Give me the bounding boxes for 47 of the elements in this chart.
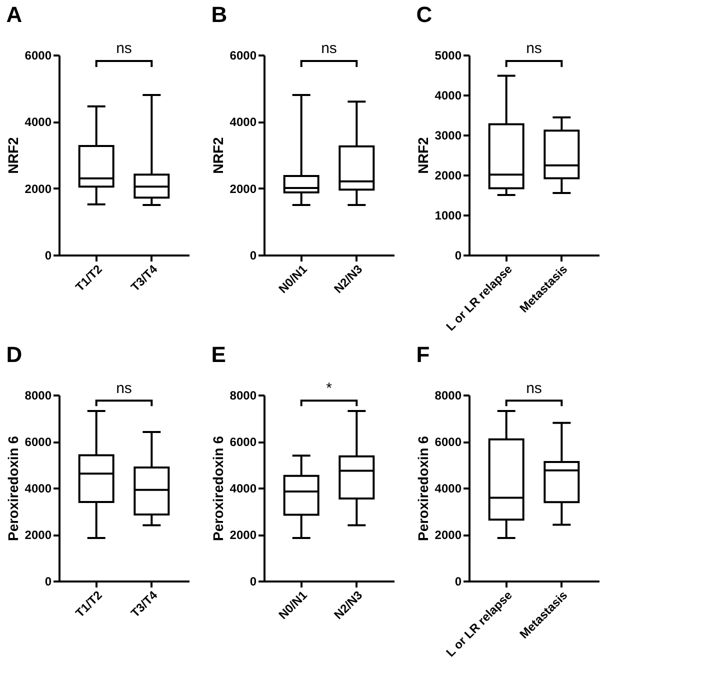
y-axis-title: Peroxiredoxin 6 <box>414 436 431 542</box>
y-tick-label: 2000 <box>230 182 257 196</box>
y-tick-label: 0 <box>454 574 462 588</box>
y-tick-label: 6000 <box>230 435 257 449</box>
annotation: * <box>326 380 332 397</box>
y-tick-label: 4000 <box>434 88 462 102</box>
annotation: ns <box>526 380 542 397</box>
y-tick-label: 2000 <box>434 168 462 182</box>
y-tick-label: 8000 <box>434 388 462 402</box>
y-tick-label: 0 <box>44 574 52 588</box>
y-tick-label: 2000 <box>230 528 257 542</box>
chart-title: A <box>6 2 22 27</box>
annotation: ns <box>116 380 132 397</box>
y-tick-label: 6000 <box>24 435 52 449</box>
annotation: ns <box>526 40 542 57</box>
annotation: ns <box>321 40 337 57</box>
y-tick-label: 4000 <box>24 482 52 496</box>
y-tick-label: 2000 <box>24 528 52 542</box>
y-axis-title: NRF2 <box>210 137 226 174</box>
y-tick-label: 6000 <box>24 48 52 62</box>
y-tick-label: 8000 <box>230 388 257 402</box>
y-tick-label: 3000 <box>434 128 462 142</box>
y-axis-title: Peroxiredoxin 6 <box>210 436 226 542</box>
y-axis-title: NRF2 <box>4 137 21 174</box>
y-tick-label: 0 <box>250 574 257 588</box>
y-tick-label: 6000 <box>230 48 257 62</box>
y-tick-label: 4000 <box>230 482 257 496</box>
chart-title: C <box>416 2 432 27</box>
y-tick-label: 8000 <box>24 388 52 402</box>
y-tick-label: 1000 <box>434 208 462 222</box>
chart-title: B <box>211 2 228 27</box>
y-axis-title: NRF2 <box>414 137 431 174</box>
annotation: ns <box>116 40 132 57</box>
y-axis-title: Peroxiredoxin 6 <box>4 436 21 542</box>
chart-title: D <box>6 342 22 367</box>
y-tick-label: 2000 <box>24 182 52 196</box>
y-tick-label: 0 <box>250 248 257 262</box>
y-tick-label: 5000 <box>434 48 462 62</box>
y-tick-label: 4000 <box>24 115 52 130</box>
y-tick-label: 4000 <box>230 115 257 130</box>
y-tick-label: 2000 <box>434 528 462 542</box>
y-tick-label: 4000 <box>434 482 462 496</box>
chart-title: E <box>211 342 226 367</box>
y-tick-label: 0 <box>44 248 52 262</box>
y-tick-label: 6000 <box>434 435 462 449</box>
chart-title: F <box>416 342 430 367</box>
y-tick-label: 0 <box>454 248 462 262</box>
